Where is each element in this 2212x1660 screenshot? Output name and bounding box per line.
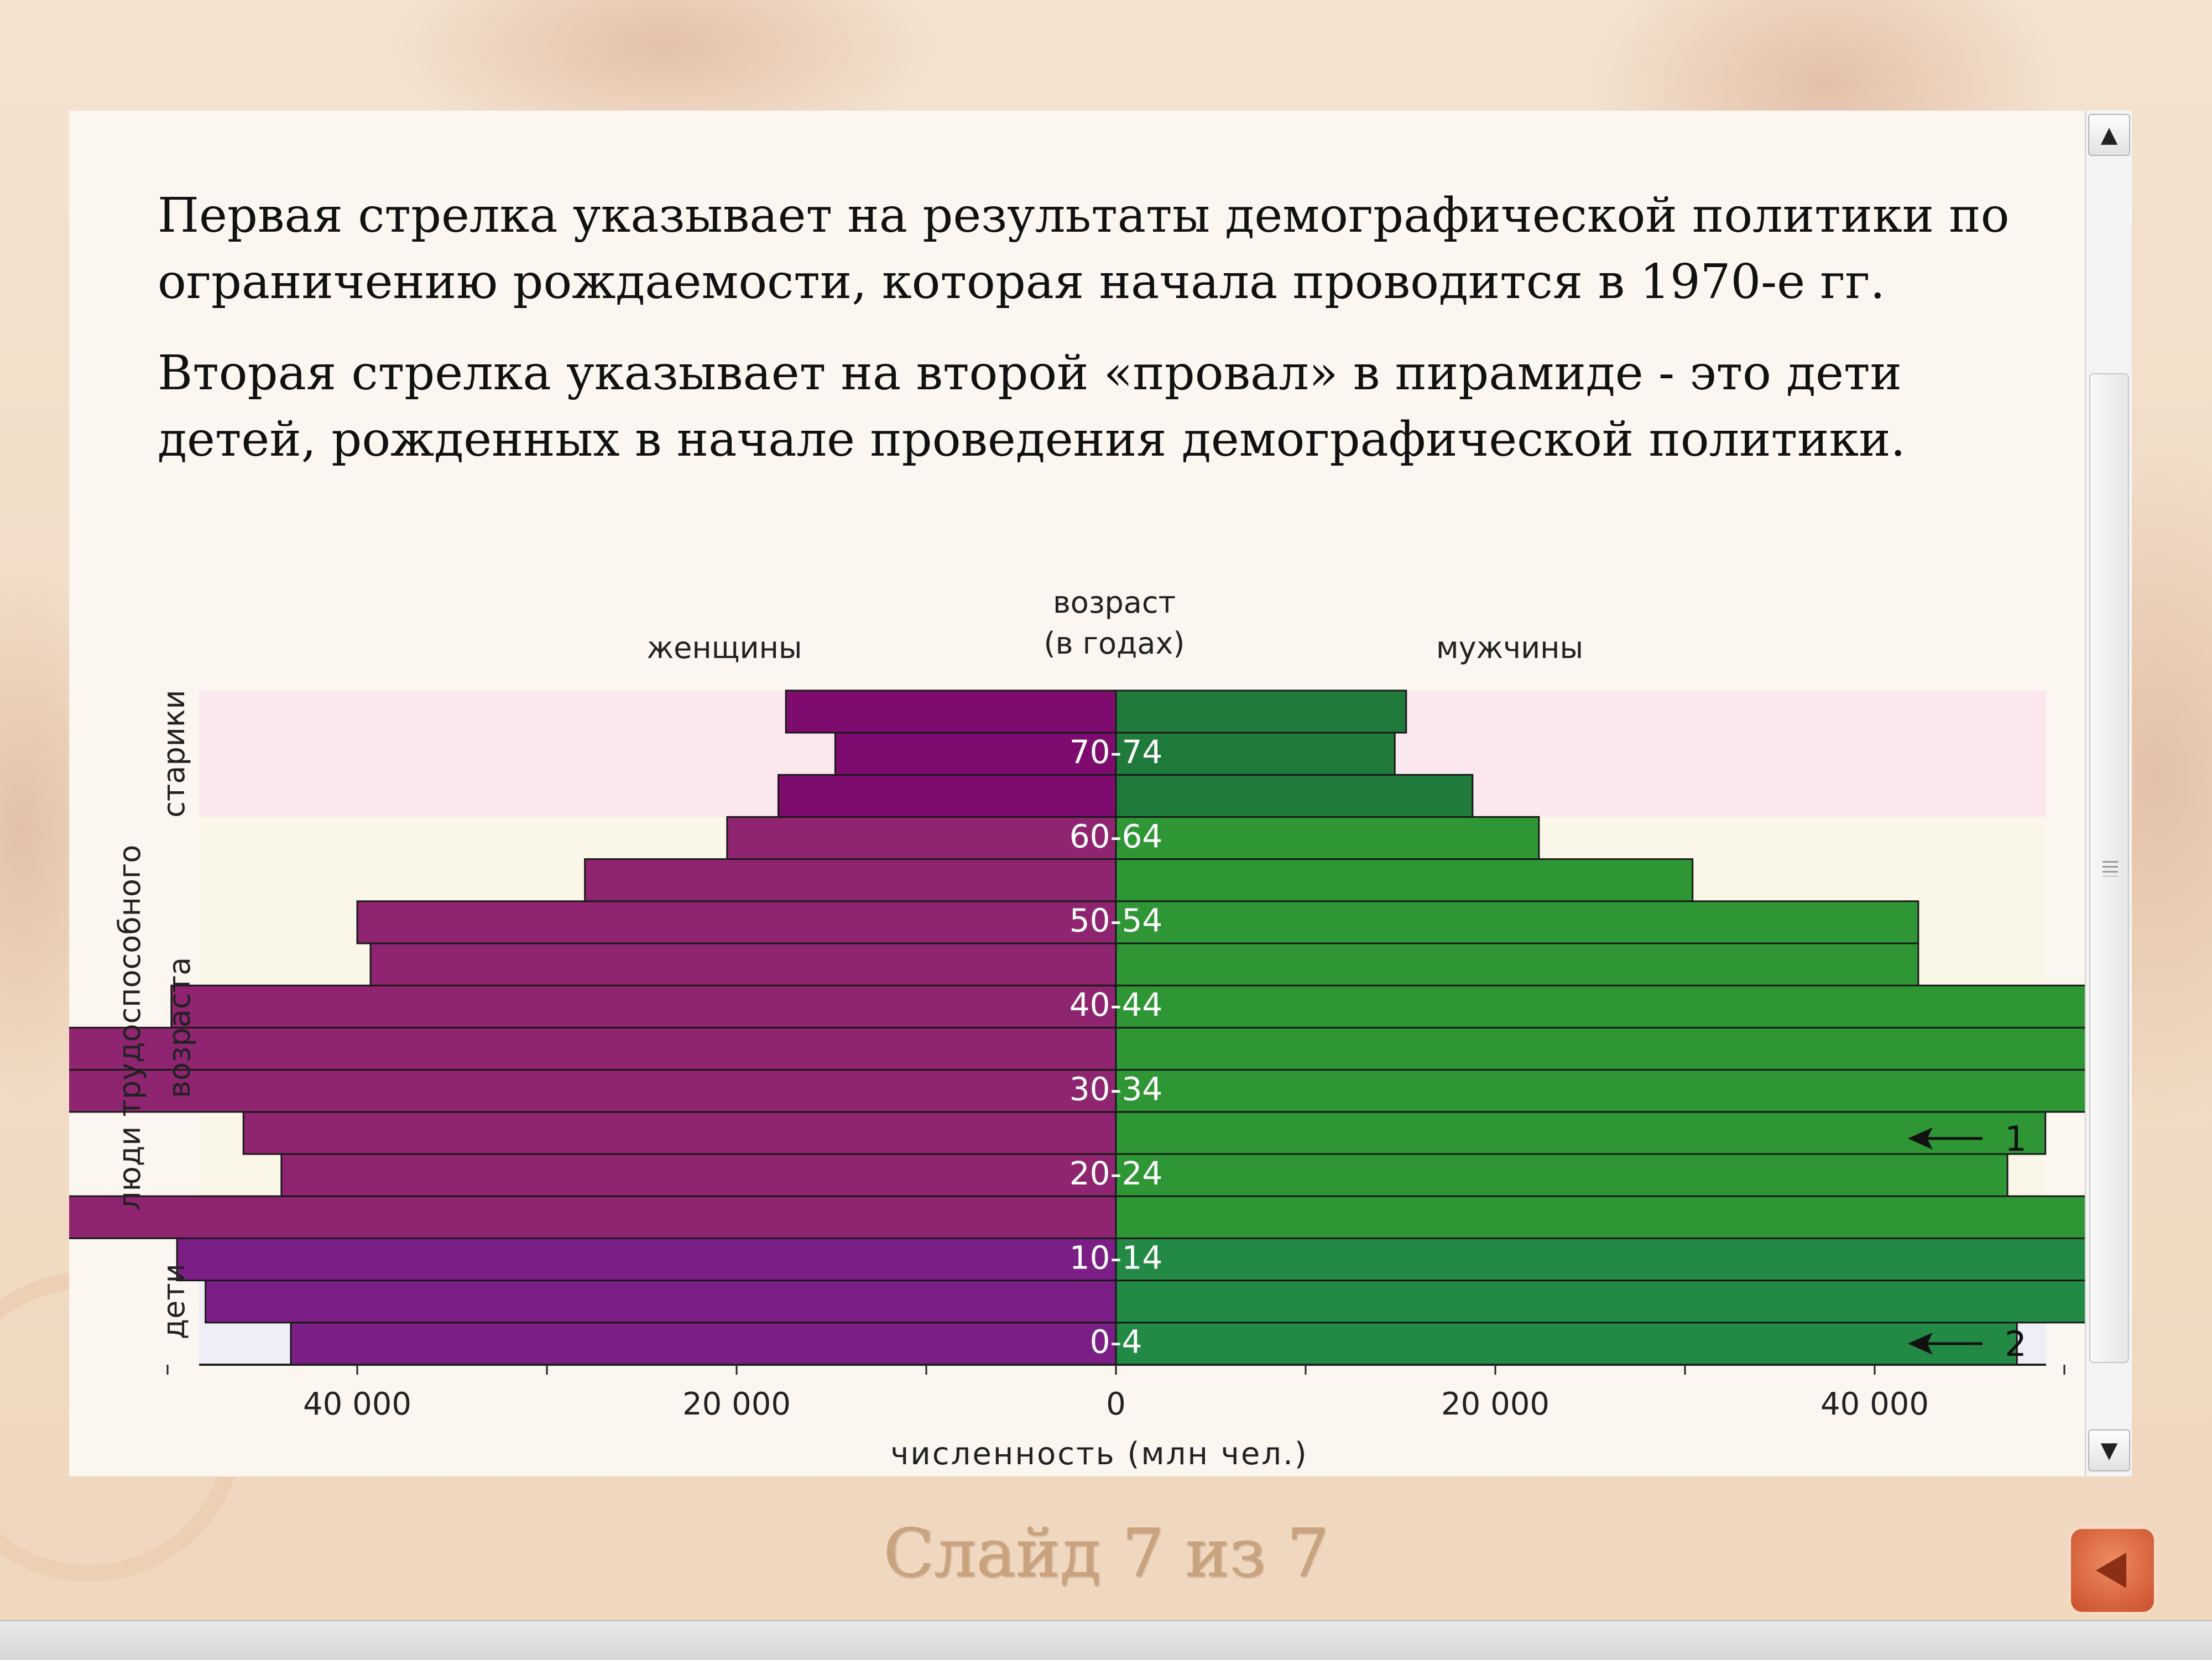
bar-men-row-12 [1115,816,1540,860]
age-label-50-54: 50-54 [1070,902,1163,939]
bar-women-row-9 [369,942,1117,986]
bar-women-row-13 [777,774,1117,818]
bar-women-row-12 [726,816,1117,860]
scroll-up-button[interactable]: ▲ [2088,114,2130,156]
bar-men-row-8 [1115,984,2085,1029]
x-axis-label: численность (млн чел.) [890,1436,1308,1472]
age-label-10-14: 10-14 [1070,1239,1163,1276]
slide-counter: Слайд 7 из 7 [883,1515,1329,1592]
bar-men-row-10 [1115,900,1919,944]
bar-men-row-1 [1115,1280,2085,1324]
x-tick-label-2: 20 000 [682,1386,791,1422]
group-label-0-0: дети [156,1264,191,1339]
bar-men-row-3 [1115,1195,2085,1239]
vertical-scrollbar[interactable]: ▲ ▼ [2085,111,2132,1476]
bar-men-row-6 [1115,1069,2085,1113]
x-tick-label-1: 40 000 [303,1386,411,1422]
age-label-40-44: 40-44 [1070,986,1163,1024]
bar-women-row-1 [205,1280,1117,1324]
bar-women-row-11 [584,858,1117,902]
annotation-arrow-head-1 [1908,1127,1933,1150]
age-label-70-74: 70-74 [1070,733,1163,771]
scroll-thumb[interactable] [2089,373,2129,1363]
bar-women-row-10 [356,900,1117,944]
bar-women-row-4 [280,1153,1117,1197]
bar-women-row-8 [170,984,1117,1029]
bar-men-row-13 [1115,774,1474,818]
bar-women-row-5 [242,1111,1117,1155]
scroll-grip-icon [2103,861,2118,876]
label-women: женщины [646,630,802,665]
annotation-label-2: 2 [2005,1324,2026,1364]
bar-men-row-15 [1115,690,1407,734]
age-label-20-24: 20-24 [1070,1155,1163,1192]
x-tick-label-5: 40 000 [1820,1386,1929,1422]
scroll-down-button[interactable]: ▼ [2088,1429,2130,1471]
group-label-1-0: люди трудоспособного [112,845,147,1210]
annotation-arrow-head-2 [1908,1332,1933,1355]
bar-men-row-7 [1115,1026,2085,1071]
slide-content-panel: Первая стрелка указывает на результаты д… [69,111,2085,1476]
age-label-30-34: 30-34 [1070,1070,1163,1108]
bar-men-row-0 [1115,1322,2018,1366]
bar-women-row-0 [290,1322,1117,1366]
bar-women-row-6 [69,1069,1117,1113]
bar-women-row-15 [785,690,1117,734]
bar-women-row-2 [176,1237,1117,1282]
chart-header-age-line1: возраст [1053,585,1176,620]
x-tick-label-4: 20 000 [1441,1386,1550,1422]
label-men: мужчины [1436,630,1583,665]
group-label-2-0: старики [156,690,191,817]
group-label-1-1: возраста [162,957,197,1098]
population-pyramid-chart: 0-410-1420-2430-3440-4450-5460-6470-7460… [69,585,2085,1472]
chart-header-age-line2: (в годах) [1044,626,1185,661]
previous-slide-button[interactable] [2071,1529,2154,1612]
bar-men-row-14 [1115,732,1396,776]
annotation-label-1: 1 [2005,1119,2026,1159]
bar-men-row-11 [1115,858,1694,902]
bar-men-row-5 [1115,1111,2047,1155]
age-label-60-64: 60-64 [1070,817,1163,855]
bar-women-row-3 [69,1195,1117,1239]
bar-men-row-4 [1115,1153,2008,1197]
window-status-bar [0,1620,2212,1660]
bar-men-row-9 [1115,942,1919,986]
x-tick-label-3: 0 [1106,1386,1126,1422]
bar-women-row-7 [69,1026,1117,1071]
paragraph-second-arrow: Вторая стрелка указывает на второй «пров… [158,346,1906,467]
age-label-0-4: 0-4 [1090,1323,1142,1361]
bar-men-row-2 [1115,1237,2085,1282]
paragraph-first-arrow: Первая стрелка указывает на результаты д… [158,188,2010,310]
